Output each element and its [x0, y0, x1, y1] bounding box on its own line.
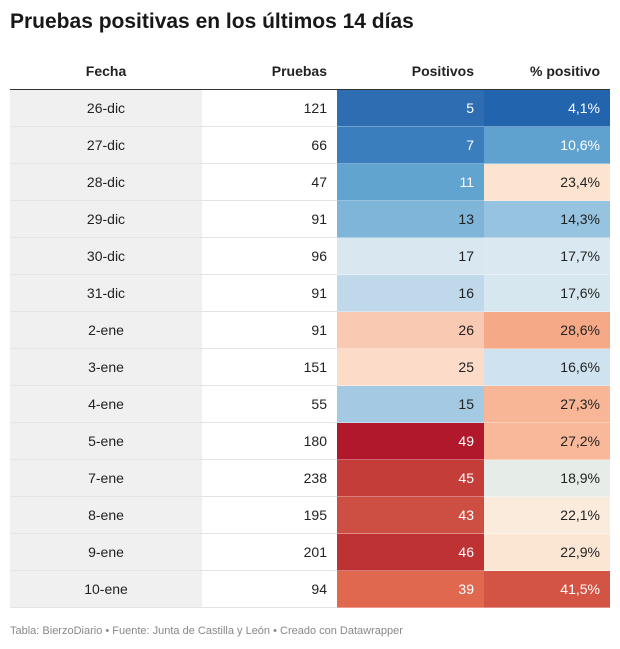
cell-fecha: 27-dic	[10, 126, 202, 164]
cell-positivos: 11	[337, 163, 484, 201]
cell-positivos: 7	[337, 126, 484, 164]
cell-fecha: 29-dic	[10, 200, 202, 238]
cell-pruebas: 96	[202, 237, 337, 275]
table-row: 2-ene 91 26 28,6%	[10, 311, 610, 349]
cell-pruebas: 91	[202, 311, 337, 349]
table-row: 27-dic 66 7 10,6%	[10, 126, 610, 164]
cell-pruebas: 94	[202, 570, 337, 608]
header-fecha[interactable]: Fecha	[10, 52, 202, 90]
cell-pct-positivo: 10,6%	[484, 126, 610, 164]
cell-pruebas: 201	[202, 533, 337, 571]
cell-pct-positivo: 23,4%	[484, 163, 610, 201]
footer-credits: Tabla: BierzoDiario • Fuente: Junta de C…	[10, 625, 403, 637]
cell-pct-positivo: 22,9%	[484, 533, 610, 571]
cell-fecha: 31-dic	[10, 274, 202, 312]
cell-fecha: 28-dic	[10, 163, 202, 201]
table-row: 10-ene 94 39 41,5%	[10, 570, 610, 608]
cell-positivos: 16	[337, 274, 484, 312]
cell-positivos: 39	[337, 570, 484, 608]
data-table: Fecha Pruebas Positivos % positivo 26-di…	[10, 52, 610, 608]
table-row: 9-ene 201 46 22,9%	[10, 533, 610, 571]
cell-pct-positivo: 27,3%	[484, 385, 610, 423]
cell-pct-positivo: 41,5%	[484, 570, 610, 608]
cell-pct-positivo: 4,1%	[484, 89, 610, 127]
cell-pct-positivo: 14,3%	[484, 200, 610, 238]
cell-pruebas: 91	[202, 200, 337, 238]
cell-pruebas: 55	[202, 385, 337, 423]
cell-pruebas: 195	[202, 496, 337, 534]
table-row: 26-dic 121 5 4,1%	[10, 89, 610, 127]
cell-pct-positivo: 17,7%	[484, 237, 610, 275]
cell-positivos: 25	[337, 348, 484, 386]
cell-fecha: 3-ene	[10, 348, 202, 386]
cell-fecha: 10-ene	[10, 570, 202, 608]
cell-pruebas: 91	[202, 274, 337, 312]
table-row: 31-dic 91 16 17,6%	[10, 274, 610, 312]
cell-pct-positivo: 17,6%	[484, 274, 610, 312]
cell-fecha: 30-dic	[10, 237, 202, 275]
cell-pct-positivo: 28,6%	[484, 311, 610, 349]
table-row: 4-ene 55 15 27,3%	[10, 385, 610, 423]
table-row: 8-ene 195 43 22,1%	[10, 496, 610, 534]
page-title: Pruebas positivas en los últimos 14 días	[10, 10, 414, 33]
table-row: 5-ene 180 49 27,2%	[10, 422, 610, 460]
table-header-row: Fecha Pruebas Positivos % positivo	[10, 52, 610, 90]
table-row: 30-dic 96 17 17,7%	[10, 237, 610, 275]
cell-pruebas: 180	[202, 422, 337, 460]
cell-fecha: 26-dic	[10, 89, 202, 127]
cell-pruebas: 47	[202, 163, 337, 201]
cell-positivos: 5	[337, 89, 484, 127]
cell-pruebas: 238	[202, 459, 337, 497]
cell-fecha: 7-ene	[10, 459, 202, 497]
cell-fecha: 9-ene	[10, 533, 202, 571]
cell-pruebas: 151	[202, 348, 337, 386]
table-row: 29-dic 91 13 14,3%	[10, 200, 610, 238]
cell-pct-positivo: 27,2%	[484, 422, 610, 460]
cell-positivos: 45	[337, 459, 484, 497]
cell-positivos: 17	[337, 237, 484, 275]
cell-positivos: 46	[337, 533, 484, 571]
table-body: 26-dic 121 5 4,1% 27-dic 66 7 10,6% 28-dic 47 11 23…	[10, 89, 610, 608]
cell-positivos: 15	[337, 385, 484, 423]
cell-fecha: 8-ene	[10, 496, 202, 534]
cell-positivos: 43	[337, 496, 484, 534]
cell-pct-positivo: 22,1%	[484, 496, 610, 534]
header-positivos[interactable]: Positivos	[337, 52, 484, 90]
cell-pruebas: 66	[202, 126, 337, 164]
cell-pct-positivo: 16,6%	[484, 348, 610, 386]
cell-positivos: 49	[337, 422, 484, 460]
header-pct-positivo[interactable]: % positivo	[484, 52, 610, 90]
header-pruebas[interactable]: Pruebas	[202, 52, 337, 90]
cell-pruebas: 121	[202, 89, 337, 127]
table-row: 7-ene 238 45 18,9%	[10, 459, 610, 497]
cell-positivos: 26	[337, 311, 484, 349]
cell-positivos: 13	[337, 200, 484, 238]
cell-pct-positivo: 18,9%	[484, 459, 610, 497]
cell-fecha: 5-ene	[10, 422, 202, 460]
table-row: 3-ene 151 25 16,6%	[10, 348, 610, 386]
cell-fecha: 2-ene	[10, 311, 202, 349]
table-row: 28-dic 47 11 23,4%	[10, 163, 610, 201]
cell-fecha: 4-ene	[10, 385, 202, 423]
